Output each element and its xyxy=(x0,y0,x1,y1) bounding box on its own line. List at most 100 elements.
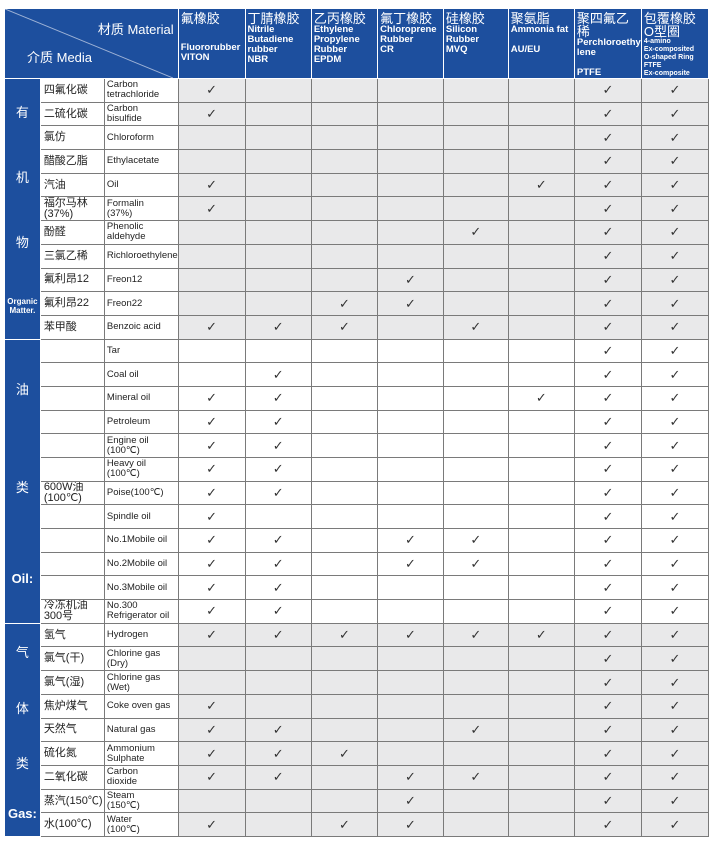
medium-name-cn: 三氯乙稀 xyxy=(39,243,105,269)
check-icon: ✓ xyxy=(602,650,614,666)
compat-cell xyxy=(507,196,575,222)
table-row: Petroleum ✓ ✓ ✓ ✓ xyxy=(5,409,709,435)
compat-cell xyxy=(377,575,444,600)
compat-cell xyxy=(310,362,379,387)
medium-name-en: Oil xyxy=(103,172,179,198)
material-name-en: Nitrile Butadiene rubber NBR xyxy=(247,24,294,65)
section-english-label: Gas: xyxy=(7,805,37,821)
medium-name-cn: 二硫化碳 xyxy=(39,101,105,127)
compat-cell: ✓ xyxy=(177,78,246,103)
material-header-cell: 丁腈橡胶 Nitrile Butadiene rubber NBR xyxy=(246,10,310,78)
table-row: 福尔马林 (37%) Formalin (37%) ✓ ✓ ✓ xyxy=(5,196,709,222)
check-icon: ✓ xyxy=(206,603,218,619)
compat-cell xyxy=(377,693,444,719)
compat-cell xyxy=(507,480,575,506)
check-icon: ✓ xyxy=(669,390,681,406)
medium-name-en: Heavy oil (100℃) xyxy=(103,456,179,482)
compat-cell xyxy=(377,243,444,269)
check-icon: ✓ xyxy=(602,816,614,832)
compat-cell: ✓ xyxy=(442,551,509,577)
check-icon: ✓ xyxy=(669,153,681,169)
compat-cell xyxy=(442,480,509,506)
check-icon: ✓ xyxy=(602,248,614,264)
check-icon: ✓ xyxy=(535,627,547,643)
compat-cell xyxy=(442,78,509,103)
medium-name-en: Chlorine gas (Dry) xyxy=(103,646,179,672)
table-row: No.1Mobile oil ✓ ✓ ✓ ✓ ✓ ✓ xyxy=(5,527,709,553)
compat-cell: ✓ xyxy=(640,456,709,482)
compat-cell: ✓ xyxy=(244,456,312,482)
compat-cell: ✓ xyxy=(310,741,379,766)
check-icon: ✓ xyxy=(602,745,614,761)
check-icon: ✓ xyxy=(339,627,350,643)
compat-cell: ✓ xyxy=(177,812,246,838)
compat-cell xyxy=(177,220,246,245)
compat-cell xyxy=(310,646,379,672)
compatibility-table: 材质 Material 介质 Media 氟橡胶 Fluororubber VIT… xyxy=(4,8,709,838)
compat-cell xyxy=(507,812,575,838)
check-icon: ✓ xyxy=(405,793,416,809)
check-icon: ✓ xyxy=(339,816,350,832)
check-icon: ✓ xyxy=(669,650,681,666)
compat-cell: ✓ xyxy=(244,741,312,766)
compat-cell xyxy=(244,196,312,222)
compat-cell xyxy=(244,243,312,269)
check-icon: ✓ xyxy=(206,319,218,335)
check-icon: ✓ xyxy=(669,816,681,832)
compat-cell xyxy=(244,338,312,364)
media-label: 介质 Media xyxy=(27,50,93,65)
compat-cell xyxy=(442,741,509,766)
compat-cell xyxy=(507,741,575,766)
medium-name-en: No.1Mobile oil xyxy=(103,527,179,553)
compat-cell xyxy=(442,385,509,411)
compat-cell xyxy=(310,220,379,245)
compat-cell xyxy=(244,670,312,695)
compat-cell xyxy=(244,149,312,174)
compat-cell xyxy=(177,670,246,695)
compat-cell: ✓ xyxy=(573,551,642,577)
compat-cell: ✓ xyxy=(640,788,709,814)
compat-cell: ✓ xyxy=(573,338,642,364)
compat-cell: ✓ xyxy=(177,385,246,411)
compat-cell: ✓ xyxy=(244,362,312,387)
medium-name-cn xyxy=(39,575,105,600)
compat-cell: ✓ xyxy=(177,314,246,340)
compat-cell: ✓ xyxy=(442,717,509,743)
table-row: 二硫化碳 Carbon bisulfide ✓ ✓ ✓ xyxy=(5,101,709,127)
medium-name-cn: 焦炉煤气 xyxy=(39,693,105,719)
medium-name-en: Natural gas xyxy=(103,717,179,743)
section-char: 气 xyxy=(15,645,29,661)
check-icon: ✓ xyxy=(470,224,482,240)
check-icon: ✓ xyxy=(272,437,284,453)
table-row: 汽油 Oil ✓ ✓ ✓ ✓ xyxy=(5,172,709,198)
check-icon: ✓ xyxy=(669,721,681,737)
compat-cell xyxy=(442,243,509,269)
compat-cell: ✓ xyxy=(573,409,642,435)
compat-cell xyxy=(177,788,246,814)
compat-cell: ✓ xyxy=(573,385,642,411)
compat-cell: ✓ xyxy=(573,622,642,648)
compat-cell: ✓ xyxy=(244,551,312,577)
check-icon: ✓ xyxy=(602,793,614,809)
compat-cell: ✓ xyxy=(573,788,642,814)
compat-cell: ✓ xyxy=(573,243,642,269)
compat-cell xyxy=(310,765,379,790)
material-column-header: 硅橡胶 Silicon Rubber MVQ xyxy=(442,8,509,79)
material-header-cell: 氟丁橡胶 Chloroprene Rubber CR xyxy=(379,10,443,78)
table-row: No.2Mobile oil ✓ ✓ ✓ ✓ ✓ ✓ xyxy=(5,551,709,577)
compat-cell xyxy=(377,220,444,245)
compat-cell xyxy=(507,149,575,174)
material-column-header: 氟橡胶 Fluororubber VITON xyxy=(177,8,246,79)
check-icon: ✓ xyxy=(602,579,614,595)
compat-cell xyxy=(507,693,575,719)
compat-cell: ✓ xyxy=(640,480,709,506)
medium-name-cn xyxy=(39,433,105,458)
check-icon: ✓ xyxy=(272,721,284,737)
compat-cell xyxy=(310,480,379,506)
compat-cell: ✓ xyxy=(640,409,709,435)
compat-cell: ✓ xyxy=(244,717,312,743)
material-name-cn: 氟橡胶 xyxy=(180,11,220,26)
medium-name-en: Chlorine gas (Wet) xyxy=(103,670,179,695)
check-icon: ✓ xyxy=(669,793,681,809)
material-name-cn: 聚四氟乙稀 xyxy=(576,11,629,39)
